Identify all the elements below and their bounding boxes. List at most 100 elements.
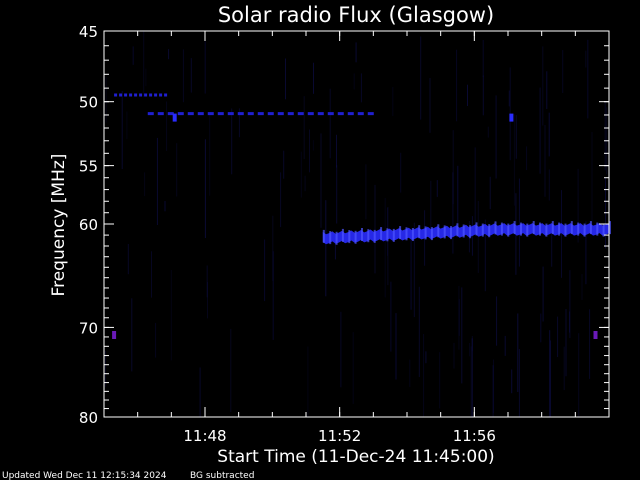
noise-streak	[557, 316, 559, 357]
noise-streak	[156, 137, 158, 225]
noise-streak	[144, 172, 146, 197]
noise-streak	[577, 168, 579, 243]
emission-column	[583, 223, 586, 237]
noise-streak	[190, 58, 192, 93]
noise-streak	[542, 46, 544, 126]
noise-streak	[425, 351, 427, 364]
noise-streak	[105, 350, 106, 387]
noise-streak	[513, 114, 515, 206]
footer-note: BG subtracted	[190, 471, 254, 480]
x-axis-label: Start Time (11-Dec-24 11:45:00)	[217, 447, 494, 467]
noise-streak	[304, 175, 306, 192]
emission-column	[520, 222, 522, 236]
noise-streak	[131, 298, 133, 372]
emission-column	[539, 222, 541, 236]
emission-column	[577, 222, 580, 236]
noise-streak	[413, 222, 415, 318]
noise-streak	[484, 219, 486, 292]
emission-column	[405, 227, 408, 241]
emission-column	[322, 229, 325, 243]
noise-streak	[272, 215, 274, 281]
emission-column	[526, 223, 529, 237]
footer-updated: Updated Wed Dec 11 12:15:34 2024	[2, 471, 167, 480]
noise-streak	[585, 221, 587, 285]
emission-column	[348, 230, 351, 244]
noise-streak	[452, 130, 454, 205]
noise-streak	[121, 91, 123, 169]
noise-streak	[384, 198, 386, 298]
noise-streak	[604, 102, 606, 171]
noise-streak	[429, 78, 431, 133]
noise-streak	[489, 176, 491, 210]
noise-streak	[309, 129, 310, 173]
noise-streak	[565, 309, 567, 377]
noise-streak	[307, 346, 309, 417]
noise-streak	[390, 281, 392, 352]
emission-column	[494, 221, 497, 235]
x-tick-label: 11:56	[453, 427, 496, 445]
noise-streak	[164, 201, 166, 212]
noise-streak	[145, 68, 147, 87]
emission-column	[373, 229, 376, 243]
noise-streak	[410, 231, 412, 310]
emission-column	[462, 224, 465, 238]
plot-area: 45 50 55 60 70 80 11:48 11:52 11:56	[79, 23, 611, 445]
noise-streak	[453, 342, 455, 369]
noise-streak	[474, 147, 476, 223]
noise-streak	[231, 108, 233, 175]
noise-streak	[511, 369, 513, 394]
noise-streak	[340, 311, 342, 388]
noise-streak	[456, 49, 458, 122]
noise-streak	[409, 359, 411, 387]
noise-streak	[587, 39, 589, 119]
emission-column	[418, 225, 421, 239]
noise-streak	[492, 365, 494, 417]
noise-streak	[540, 313, 542, 343]
noise-streak	[578, 333, 580, 417]
noise-streak	[496, 296, 498, 346]
emission-column	[564, 223, 567, 237]
noise-streak	[477, 201, 479, 273]
noise-streak	[589, 309, 591, 379]
emission-column	[602, 223, 605, 237]
noise-streak	[209, 113, 211, 196]
noise-streak	[360, 73, 362, 103]
chart-title: Solar radio Flux (Glasgow)	[218, 3, 494, 27]
emission-column	[481, 223, 484, 237]
emission-column	[545, 223, 548, 237]
noise-streak	[207, 282, 208, 319]
y-tick-label: 80	[79, 409, 98, 427]
noise-streak	[238, 108, 240, 138]
noise-streak	[508, 90, 510, 107]
noise-streak	[155, 322, 157, 358]
noise-streak	[539, 87, 541, 174]
noise-streak	[336, 165, 338, 224]
noise-streak	[585, 50, 587, 68]
noise-streak	[452, 172, 454, 254]
y-tick-label: 60	[79, 216, 98, 234]
noise-streak	[548, 169, 550, 201]
emission-column	[570, 221, 573, 235]
noise-streak	[482, 40, 484, 77]
noise-streak	[280, 172, 282, 228]
noise-streak	[423, 334, 425, 417]
noise-streak	[132, 46, 134, 65]
noise-streak	[420, 36, 422, 120]
noise-streak	[487, 126, 489, 138]
noise-streak	[329, 88, 331, 159]
noise-streak	[300, 151, 302, 198]
emission-column	[392, 228, 395, 242]
noise-streak	[518, 349, 520, 417]
noise-streak	[230, 328, 232, 413]
noise-streak	[283, 150, 285, 179]
noise-streak	[313, 62, 314, 94]
noise-streak	[353, 73, 355, 90]
x-tick-label: 11:52	[318, 427, 361, 445]
emission-column	[475, 222, 478, 236]
noise-streak	[303, 96, 305, 160]
noise-streak	[272, 251, 274, 340]
emission-column	[589, 221, 592, 235]
noise-streak	[458, 299, 460, 336]
y-tick-label: 45	[79, 23, 98, 41]
